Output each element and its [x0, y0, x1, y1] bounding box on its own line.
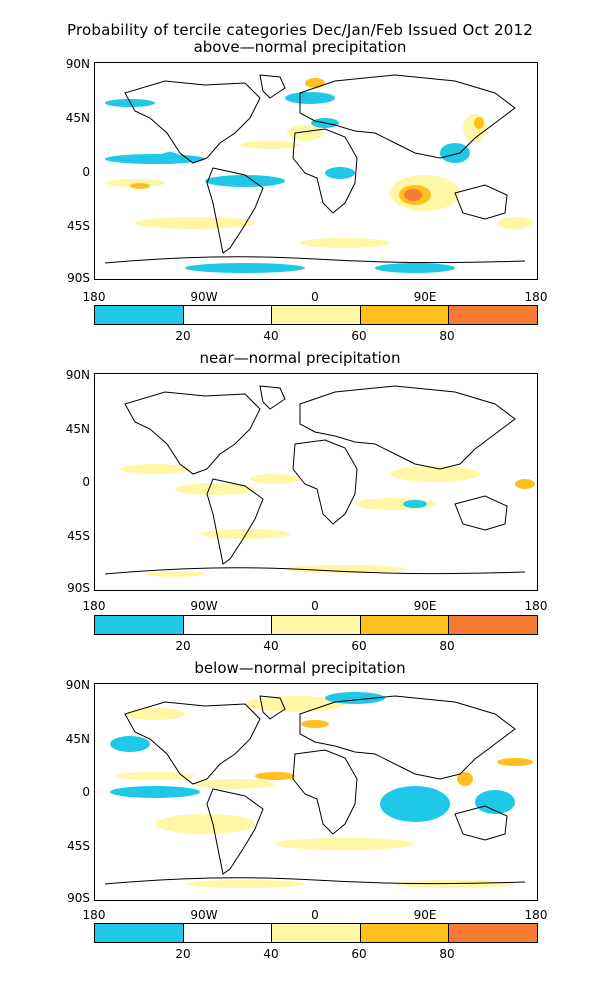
colorbar-label: 20 [175, 329, 191, 343]
colorbar-label: 60 [351, 329, 367, 343]
panel-title-near: near—normal precipitation [199, 349, 401, 367]
x-tick-label: 90W [190, 908, 218, 922]
y-tick-label: 45S [67, 219, 90, 233]
x-tick-label: 0 [311, 290, 319, 304]
colorbar-label: 80 [439, 329, 455, 343]
colorbar-segment [449, 924, 537, 942]
map-near-svg [104, 385, 535, 577]
y-tick-label: 90N [65, 57, 90, 71]
map-below-svg [104, 692, 533, 888]
y-tick-label: 90S [67, 271, 90, 285]
colorbar-segment [95, 306, 184, 324]
colorbar-label: 40 [263, 639, 279, 653]
continent-outlines [104, 74, 526, 264]
colorbar-segment [183, 924, 273, 942]
y-tick-label: 45N [65, 422, 90, 436]
colorbar-label: 20 [175, 639, 191, 653]
colorbar-label: 80 [439, 639, 455, 653]
y-tick-label: 45S [67, 839, 90, 853]
probability-shading [120, 464, 535, 577]
x-tick-label: 0 [311, 908, 319, 922]
x-tick-label: 180 [82, 290, 106, 304]
y-tick-label: 45N [65, 732, 90, 746]
colorbar-segment [183, 616, 273, 634]
colorbar-segment [272, 616, 361, 634]
map-near-normal [94, 373, 538, 591]
panel-title-above: above—normal precipitation [193, 38, 407, 56]
x-tick-label: 180 [524, 599, 548, 613]
x-tick-label: 180 [524, 908, 548, 922]
colorbar-label: 40 [263, 329, 279, 343]
colorbar-segment [95, 616, 184, 634]
map-above-svg [104, 74, 533, 273]
y-tick-label: 90N [65, 678, 90, 692]
colorbar-segment [449, 306, 537, 324]
x-tick-label: 180 [524, 290, 548, 304]
map-below-normal [94, 683, 538, 901]
colorbar-segment [360, 306, 450, 324]
x-tick-label: 90E [413, 908, 437, 922]
y-tick-label: 0 [82, 165, 90, 179]
colorbar-label: 40 [263, 947, 279, 961]
y-tick-label: 45S [67, 529, 90, 543]
x-tick-label: 90E [413, 599, 437, 613]
panel-title-below: below—normal precipitation [194, 659, 406, 677]
colorbar-segment [360, 616, 450, 634]
colorbar-near [94, 615, 538, 635]
continent-outlines [104, 385, 526, 575]
colorbar-segment [360, 924, 450, 942]
y-tick-label: 90N [65, 368, 90, 382]
y-tick-label: 90S [67, 581, 90, 595]
x-tick-label: 180 [82, 599, 106, 613]
x-tick-label: 90W [190, 290, 218, 304]
colorbar-segment [272, 306, 361, 324]
x-tick-label: 180 [82, 908, 106, 922]
colorbar-segment [272, 924, 361, 942]
y-tick-label: 45N [65, 111, 90, 125]
colorbar-segment [449, 616, 537, 634]
probability-shading [105, 78, 533, 273]
x-tick-label: 0 [311, 599, 319, 613]
colorbar-label: 20 [175, 947, 191, 961]
y-tick-label: 0 [82, 475, 90, 489]
y-tick-label: 90S [67, 891, 90, 905]
colorbar-segment [183, 306, 273, 324]
probability-shading [110, 692, 533, 888]
map-above-normal [94, 62, 538, 280]
colorbar-below [94, 923, 538, 943]
colorbar-label: 60 [351, 947, 367, 961]
figure-title: Probability of tercile categories Dec/Ja… [67, 21, 533, 39]
colorbar-segment [95, 924, 184, 942]
colorbar-above [94, 305, 538, 325]
y-tick-label: 0 [82, 785, 90, 799]
colorbar-label: 60 [351, 639, 367, 653]
continent-outlines [104, 695, 526, 885]
x-tick-label: 90W [190, 599, 218, 613]
x-tick-label: 90E [413, 290, 437, 304]
colorbar-label: 80 [439, 947, 455, 961]
